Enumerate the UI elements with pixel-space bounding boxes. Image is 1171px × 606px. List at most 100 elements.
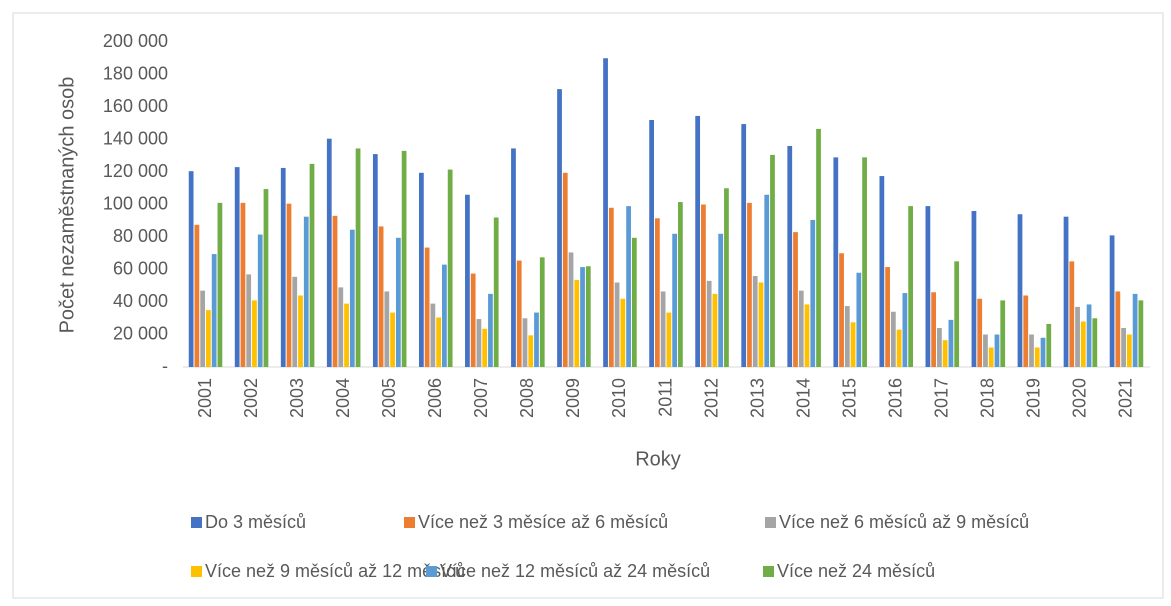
bar <box>424 247 430 367</box>
y-tick-label: 80 000 <box>113 226 168 246</box>
y-tick-label: 60 000 <box>113 258 168 278</box>
bar <box>649 120 654 367</box>
bar <box>706 280 712 367</box>
bar <box>712 293 718 367</box>
bar <box>983 334 988 367</box>
bar <box>292 276 298 367</box>
bar <box>395 237 401 367</box>
bar <box>994 334 1000 367</box>
y-tick-label: 140 000 <box>103 128 168 148</box>
bar <box>585 266 591 367</box>
y-tick-label: 100 000 <box>103 193 168 213</box>
bar <box>401 150 407 367</box>
bar <box>568 252 574 367</box>
bar <box>252 300 257 367</box>
bar <box>660 291 666 367</box>
legend-swatch <box>191 566 202 577</box>
bar <box>516 260 522 367</box>
y-tick-label: - <box>162 356 168 376</box>
bar <box>257 234 263 367</box>
bar <box>303 216 309 367</box>
bar <box>758 282 764 367</box>
bar <box>695 115 701 367</box>
bar <box>1132 293 1138 367</box>
bar <box>1121 328 1126 367</box>
bar <box>747 202 752 367</box>
bar <box>1063 216 1069 367</box>
bar <box>430 303 436 367</box>
y-tick-label: 160 000 <box>103 96 168 116</box>
legend-swatch <box>191 517 202 528</box>
bar <box>908 206 914 367</box>
bar <box>562 172 568 367</box>
x-tick-label: 2009 <box>563 378 583 418</box>
bar <box>355 148 361 367</box>
y-axis-title: Počet nezaměstnaných osob <box>56 77 78 334</box>
bar <box>1023 295 1029 367</box>
bar <box>206 310 211 367</box>
x-tick-label: 2014 <box>793 378 813 418</box>
bar <box>200 290 206 367</box>
x-tick-label: 2011 <box>655 378 675 417</box>
x-tick-label: 2010 <box>609 378 629 418</box>
legend-label: Více než 24 měsíců <box>777 561 935 581</box>
bar <box>442 264 447 367</box>
legend-swatch <box>763 566 774 577</box>
x-tick-label: 2021 <box>1116 378 1136 418</box>
bar <box>833 157 839 367</box>
bar <box>620 298 626 367</box>
y-tick-label: 200 000 <box>103 31 168 51</box>
bar <box>787 146 793 367</box>
x-tick-label: 2008 <box>517 378 537 418</box>
bar <box>988 347 994 367</box>
bar <box>631 237 637 367</box>
bar <box>879 176 885 367</box>
bar <box>263 189 269 367</box>
y-tick-label: 40 000 <box>113 291 168 311</box>
bar <box>925 206 931 367</box>
x-tick-label: 2001 <box>195 378 215 418</box>
bar <box>580 267 585 367</box>
bar <box>476 319 482 367</box>
bar <box>724 188 729 367</box>
bar <box>1040 337 1046 367</box>
legend-swatch <box>765 517 776 528</box>
bar <box>810 219 816 367</box>
x-tick-label: 2019 <box>1024 378 1044 418</box>
bar <box>816 128 821 367</box>
bar <box>626 206 631 367</box>
bar <box>1080 321 1086 367</box>
bar <box>942 340 948 367</box>
bar <box>890 311 896 367</box>
x-tick-label: 2017 <box>932 378 952 418</box>
legend-label: Do 3 měsíců <box>205 512 306 532</box>
bar <box>470 273 476 367</box>
bar <box>850 322 856 367</box>
legend-label: Více než 9 měsíců až 12 měsíců <box>205 561 465 581</box>
x-tick-label: 2004 <box>333 378 353 418</box>
bar <box>332 215 338 367</box>
y-tick-label: 180 000 <box>103 63 168 83</box>
bar <box>372 154 378 367</box>
bar <box>678 202 683 367</box>
legend-label: Více než 12 měsíců až 24 měsíců <box>440 561 710 581</box>
bar <box>465 194 470 367</box>
bar <box>844 306 850 367</box>
x-tick-label: 2006 <box>425 378 445 418</box>
bar <box>418 172 424 367</box>
bar <box>1126 334 1132 367</box>
bar <box>1086 304 1092 367</box>
bar <box>240 202 246 367</box>
bar <box>798 290 804 367</box>
bar <box>234 167 240 367</box>
bar <box>1075 306 1080 367</box>
x-tick-label: 2012 <box>701 378 721 418</box>
legend-swatch <box>426 566 437 577</box>
x-tick-label: 2005 <box>379 378 399 418</box>
bar <box>862 157 867 367</box>
x-tick-label: 2016 <box>885 378 905 418</box>
bar <box>217 202 223 367</box>
legend-label: Více než 3 měsíce až 6 měsíců <box>418 512 668 532</box>
